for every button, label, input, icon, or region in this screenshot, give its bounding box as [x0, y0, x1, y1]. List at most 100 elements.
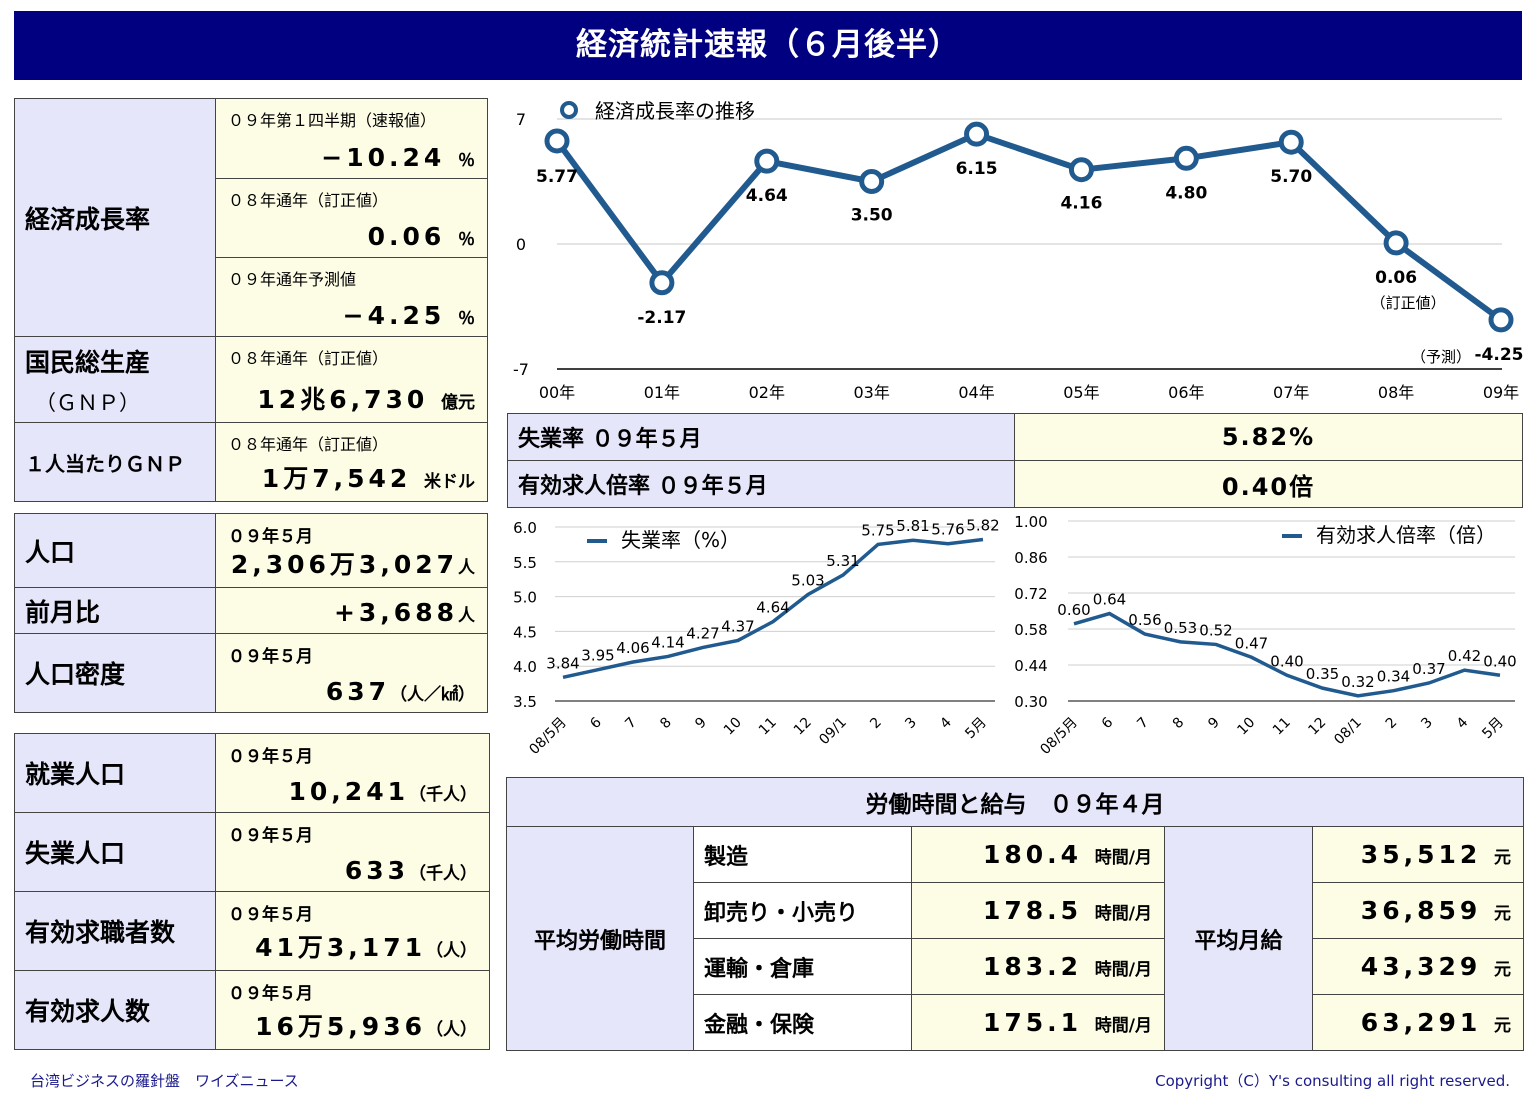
density-value-wrap: 637（人／㎢）	[326, 677, 475, 706]
data-label: 0.64	[1093, 591, 1126, 609]
labor-hours-cell: 178.5 時間/月	[911, 882, 1165, 939]
x-tick-label: 6	[587, 714, 605, 732]
x-tick-label: 2	[1383, 715, 1401, 733]
data-label: 6.15	[956, 159, 998, 179]
avg-hours-label: 平均労働時間	[506, 826, 694, 1051]
data-label: 5.77	[536, 167, 578, 187]
x-tick-label: 8	[1170, 715, 1188, 733]
data-label: 0.06	[1375, 268, 1417, 288]
x-tick-label: 5月	[1479, 715, 1507, 743]
labor-wage: 63,291	[1360, 1008, 1482, 1037]
gnp-sub: ０８年通年（訂正値）	[228, 349, 389, 368]
growth-09-value: −4.25	[342, 301, 446, 330]
x-tick-label: 09年	[1483, 383, 1519, 402]
mom-value: +3,688	[333, 598, 458, 627]
data-label: 0.60	[1057, 601, 1090, 619]
hours-unit: 時間/月	[1094, 848, 1152, 868]
gnp-value-wrap: 12兆6,730 億元	[257, 380, 475, 416]
annotation-label: （訂正値）	[1371, 294, 1446, 312]
hours-unit: 時間/月	[1094, 960, 1152, 980]
job-seekers-unit: （人）	[426, 941, 477, 961]
labor-wage: 43,329	[1360, 952, 1482, 981]
gnp-per-capita-value: 1万7,542	[261, 464, 412, 493]
data-label: 3.50	[851, 206, 893, 226]
employed-cell: ０９年５月 10,241（千人）	[215, 733, 490, 813]
wage-unit: 元	[1494, 848, 1511, 868]
growth-08-cell: ０８年通年（訂正値） 0.06 ％	[215, 178, 488, 258]
growth-08-unit: ％	[458, 230, 475, 250]
gnp-label-cell: 国民総生産 （ＧＮＰ）	[14, 336, 216, 423]
growth-09-sub: ０９年通年予測値	[228, 270, 357, 289]
y-tick-label: 0.72	[1014, 585, 1047, 603]
mom-cell: +3,688人	[215, 587, 488, 634]
data-label: 4.27	[686, 624, 719, 642]
unemployed-unit: （千人）	[409, 864, 477, 884]
growth-09-unit: ％	[458, 309, 475, 329]
labor-wage-cell: 43,329 元	[1312, 938, 1524, 995]
legend-label: 失業率（%）	[621, 528, 740, 552]
population-label: 人口	[14, 513, 216, 588]
job-openings-value-wrap: 16万5,936（人）	[255, 1007, 477, 1043]
job-seekers-cell: ０９年５月 41万3,171（人）	[215, 891, 490, 971]
job-seekers-value-wrap: 41万3,171（人）	[255, 928, 477, 964]
growth-rate-label: 経済成長率	[14, 98, 216, 337]
labor-hours: 178.5	[982, 896, 1083, 925]
population-value-wrap: 2,306万3,027人	[231, 545, 475, 581]
x-tick-label: 8	[657, 715, 675, 733]
growth-08-value-wrap: 0.06 ％	[368, 222, 475, 251]
data-label: 5.03	[791, 572, 824, 590]
x-tick-label: 10	[721, 715, 745, 739]
y-tick-label: 4.5	[513, 623, 537, 641]
unemployed-sub: ０９年５月	[228, 826, 313, 846]
wage-unit: 元	[1494, 1016, 1511, 1036]
footer-copyright: Copyright（C）Y's consulting all right res…	[1155, 1072, 1510, 1090]
x-tick-label: 2	[867, 715, 885, 733]
footer-left: 台湾ビジネスの羅針盤 ワイズニュース	[30, 1072, 299, 1090]
x-tick-label: 6	[1099, 714, 1117, 732]
labor-category: 金融・保険	[693, 994, 912, 1051]
x-tick-label: 01年	[644, 383, 680, 402]
avg-wage-label: 平均月給	[1164, 826, 1313, 1051]
employment-table: 就業人口 ０９年５月 10,241（千人） 失業人口 ０９年５月 633（千人）…	[14, 733, 490, 1050]
gnp-unit: 億元	[441, 393, 475, 413]
population-table: 人口 ０９年５月 2,306万3,027人 前月比 +3,688人 人口密度 ０…	[14, 513, 488, 713]
job-openings-sub: ０９年５月	[228, 984, 313, 1004]
growth-q1-value: −10.24	[321, 143, 446, 172]
series-line	[1073, 611, 1501, 698]
unemployed-label: 失業人口	[14, 812, 216, 892]
data-label: 5.31	[826, 552, 859, 570]
unemployment-rate-label: 失業率 ０９年５月	[507, 413, 1015, 461]
job-openings-cell: ０９年５月 16万5,936（人）	[215, 970, 490, 1050]
labor-hours: 183.2	[982, 952, 1083, 981]
density-sub: ０９年５月	[228, 647, 313, 667]
gnp-value: 12兆6,730	[257, 385, 429, 414]
x-tick-label: 12	[791, 715, 815, 739]
y-tick-label: 0.44	[1014, 657, 1047, 675]
data-point	[964, 121, 990, 147]
data-label: 0.47	[1235, 634, 1268, 652]
labor-category: 運輸・倉庫	[693, 938, 912, 995]
data-label: -2.17	[637, 308, 686, 328]
mom-value-wrap: +3,688人	[334, 598, 475, 627]
y-tick-label: 5.0	[513, 589, 537, 607]
x-tick-label: 5月	[962, 715, 990, 743]
job-openings-label: 有効求人数	[14, 970, 216, 1050]
population-value: 2,306万3,027	[230, 550, 458, 579]
x-tick-label: 06年	[1168, 383, 1204, 402]
population-cell: ０９年５月 2,306万3,027人	[215, 513, 488, 588]
data-label: 0.52	[1199, 621, 1232, 639]
density-value: 637	[325, 677, 390, 706]
hours-unit: 時間/月	[1094, 1016, 1152, 1036]
data-label: -4.25	[1475, 345, 1524, 365]
gnp-per-capita-sub: ０８年通年（訂正値）	[228, 435, 389, 454]
data-label: 3.95	[581, 647, 614, 665]
gnp-per-capita-value-wrap: 1万7,542 米ドル	[262, 459, 475, 495]
job-seekers-value: 41万3,171	[255, 933, 426, 962]
unemployment-rate-value: 5.82%	[1014, 413, 1523, 461]
x-tick-label: 7	[1134, 715, 1152, 733]
x-tick-label: 7	[622, 715, 640, 733]
data-label: 4.16	[1060, 194, 1102, 214]
y-tick-label: 1.00	[1014, 513, 1047, 531]
x-tick-label: 03年	[853, 383, 889, 402]
